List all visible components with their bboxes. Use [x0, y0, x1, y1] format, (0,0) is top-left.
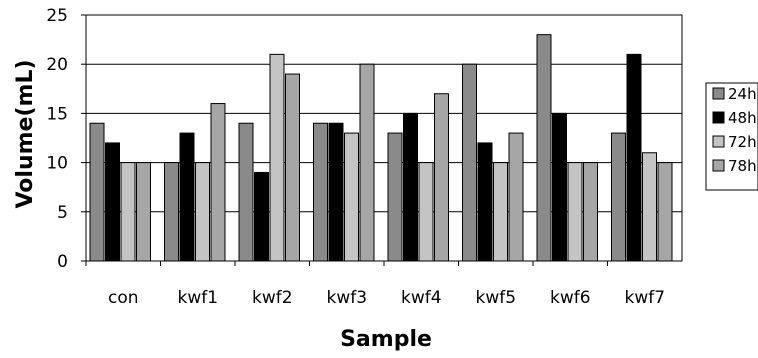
legend-swatch-72hr — [712, 135, 725, 148]
y-tick-label: 15 — [46, 104, 68, 124]
bar-kwf7-48hr — [626, 53, 642, 262]
legend-swatch-48hr — [712, 111, 725, 124]
x-tick-label: kwf6 — [550, 288, 591, 308]
bar-kwf1-48hr — [179, 132, 195, 262]
bar-kwf5-72hr — [493, 162, 508, 262]
bar-kwf4-24hr — [387, 132, 403, 262]
x-tick-labels: con kwf1 kwf2 kwf3 kwf4 kwf5 kwf6 kwf7 — [108, 288, 665, 308]
x-tick-label: kwf7 — [624, 288, 665, 308]
bar-kwf1-24hr — [164, 162, 179, 262]
bar-kwf5-78hr — [508, 132, 524, 262]
bar-kwf3-48hr — [328, 122, 344, 262]
bar-kwf3-24hr — [313, 122, 328, 262]
bars — [89, 34, 673, 262]
bar-con-78hr — [136, 162, 151, 262]
bar-kwf7-78hr — [657, 162, 673, 262]
y-tick-labels: 0 5 10 15 20 25 — [46, 6, 68, 272]
x-tick-label: kwf2 — [252, 288, 293, 308]
bar-kwf4-78hr — [434, 93, 449, 262]
bar-kwf6-24hr — [536, 34, 552, 262]
axes — [81, 14, 608, 266]
x-tick-label: kwf3 — [326, 288, 367, 308]
bar-kwf2-78hr — [285, 73, 300, 262]
bar-con-48hr — [105, 142, 120, 262]
bar-kwf2-24hr — [238, 122, 254, 262]
legend-label-72hr: 72hr — [728, 133, 758, 151]
x-tick-label: con — [108, 288, 139, 308]
y-tick-label: 0 — [57, 252, 68, 272]
bar-kwf5-48hr — [477, 142, 493, 262]
bar-con-72hr — [120, 162, 136, 262]
x-axis-title: Sample — [340, 327, 432, 352]
bar-kwf4-48hr — [403, 112, 418, 262]
bar-kwf7-72hr — [642, 152, 657, 262]
bar-kwf3-72hr — [344, 132, 359, 262]
y-tick-label: 5 — [57, 203, 68, 223]
y-tick-label: 20 — [46, 55, 68, 75]
legend-label-78hr: 78hr — [728, 157, 758, 175]
legend-label-24hr: 24hr — [728, 85, 758, 103]
bar-kwf6-78hr — [583, 162, 598, 262]
bar-kwf5-24hr — [462, 63, 477, 262]
bar-kwf4-72hr — [418, 162, 434, 262]
bar-kwf6-72hr — [567, 162, 583, 262]
x-tick-label: kwf1 — [177, 288, 218, 308]
bar-kwf7-24hr — [611, 132, 626, 262]
bar-kwf3-78hr — [359, 63, 375, 262]
bar-kwf2-72hr — [269, 53, 285, 262]
bar-con-24hr — [89, 122, 105, 262]
legend-swatch-78hr — [712, 159, 725, 172]
bar-kwf2-48hr — [254, 171, 269, 262]
bar-kwf6-48hr — [552, 112, 567, 262]
bar-kwf1-78hr — [210, 103, 226, 262]
x-tick-label: kwf4 — [401, 288, 442, 308]
legend: 24hr 48hr 72hr 78hr — [705, 82, 758, 191]
y-tick-label: 25 — [46, 6, 68, 26]
x-tick-label: kwf5 — [475, 288, 516, 308]
y-axis-title: Volume(mL) — [13, 59, 38, 208]
bar-kwf1-72hr — [195, 162, 210, 262]
legend-swatch-24hr — [712, 87, 725, 100]
y-tick-label: 10 — [46, 154, 68, 174]
legend-label-48hr: 48hr — [728, 109, 758, 127]
